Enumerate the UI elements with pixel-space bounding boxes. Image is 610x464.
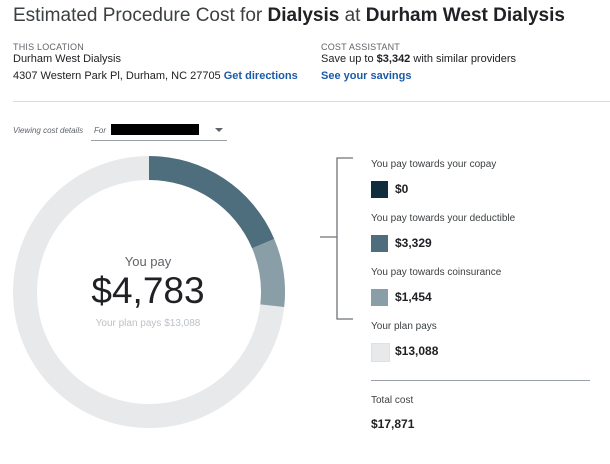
plan-pays-label: Your plan pays	[371, 321, 437, 332]
member-select[interactable]: For	[91, 122, 227, 141]
cost-assistant-label: COST ASSISTANT	[321, 42, 400, 52]
total-cost-label: Total cost	[371, 395, 414, 406]
savings-text: Save up to $3,342 with similar providers	[321, 53, 517, 65]
facility-name: Durham West Dialysis	[365, 5, 565, 26]
cost-donut-chart	[13, 156, 285, 428]
see-savings-link[interactable]: See your savings	[321, 70, 412, 82]
deductible-swatch	[371, 235, 388, 252]
header-divider	[13, 101, 610, 102]
coinsurance-value: $1,454	[395, 290, 432, 304]
get-directions-link[interactable]: Get directions	[223, 70, 298, 82]
viewing-cost-label: Viewing cost details	[13, 126, 84, 135]
copay-value: $0	[395, 182, 409, 196]
you-pay-label: You pay	[124, 254, 172, 269]
location-name: Durham West Dialysis	[13, 53, 121, 65]
total-divider	[371, 380, 590, 381]
you-pay-amount: $4,783	[91, 270, 205, 311]
plan-pays-text: Your plan pays $13,088	[95, 318, 201, 329]
redacted-member-name	[111, 124, 199, 135]
coinsurance-segment	[252, 238, 285, 308]
deductible-value: $3,329	[395, 236, 432, 250]
total-cost-value: $17,871	[371, 417, 415, 431]
location-address: 4307 Western Park Pl, Durham, NC 27705	[13, 70, 221, 82]
plan-pays-value: $13,088	[395, 344, 439, 358]
location-address-line: 4307 Western Park Pl, Durham, NC 27705 G…	[13, 70, 298, 82]
coinsurance-label: You pay towards coinsurance	[371, 267, 502, 278]
deductible-label: You pay towards your deductible	[371, 213, 516, 224]
breakdown-bracket	[320, 157, 353, 320]
copay-label: You pay towards your copay	[371, 159, 497, 170]
deductible-segment	[149, 156, 275, 249]
location-section-label: THIS LOCATION	[13, 42, 84, 52]
chevron-down-icon	[215, 128, 223, 132]
procedure-name: Dialysis	[267, 5, 340, 26]
savings-amount: $3,342	[376, 53, 411, 65]
copay-swatch	[371, 181, 388, 198]
coinsurance-swatch	[371, 289, 388, 306]
for-label: For	[94, 126, 106, 135]
plan-pays-swatch	[371, 343, 390, 362]
page-title: Estimated Procedure Cost for Dialysis at…	[13, 5, 565, 26]
